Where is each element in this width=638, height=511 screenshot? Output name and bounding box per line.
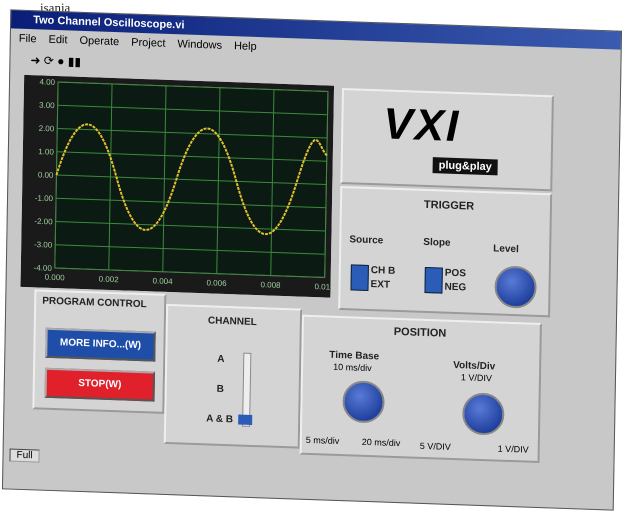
option: A & B bbox=[206, 413, 233, 425]
status-bar: Full bbox=[9, 449, 39, 463]
more-info-button[interactable]: MORE INFO...(W) bbox=[45, 328, 155, 362]
x-tick-label: 0.004 bbox=[153, 276, 174, 286]
page: isania --ia-o-jeięt-ej-S-jąc Two Channel… bbox=[0, 0, 638, 511]
toolbar: ➜ ⟳ ● ▮▮ bbox=[30, 53, 81, 69]
menu-item[interactable]: File bbox=[19, 33, 37, 46]
section-title: CHANNEL bbox=[208, 315, 257, 328]
menu-item[interactable]: Operate bbox=[79, 35, 119, 48]
y-tick-label: -4.00 bbox=[34, 263, 53, 273]
trigger-panel: TRIGGER Source Slope Level CH B EXT POS … bbox=[338, 186, 552, 317]
section-title: POSITION bbox=[394, 326, 447, 340]
value: 1 V/DIV bbox=[461, 372, 492, 383]
time-knob[interactable] bbox=[342, 380, 385, 423]
value: 10 ms/div bbox=[333, 362, 372, 373]
range-label: 5 V/DIV bbox=[420, 441, 451, 452]
menu-item[interactable]: Help bbox=[234, 40, 257, 53]
label: Time Base bbox=[329, 350, 379, 363]
logo: VXI bbox=[383, 99, 461, 152]
label: Source bbox=[349, 234, 383, 246]
y-tick-label: -1.00 bbox=[35, 194, 54, 204]
option: NEG bbox=[444, 282, 466, 294]
program-panel: PROGRAM CONTROL MORE INFO...(W) STOP(W) bbox=[32, 289, 166, 414]
option: B bbox=[217, 384, 224, 395]
menu-item[interactable]: Edit bbox=[48, 34, 67, 47]
label: Slope bbox=[423, 237, 450, 249]
option: EXT bbox=[370, 279, 390, 291]
volts-knob[interactable] bbox=[462, 392, 505, 435]
y-tick-label: 1.00 bbox=[38, 147, 54, 157]
x-tick-label: 0.002 bbox=[99, 275, 120, 285]
option: POS bbox=[445, 268, 466, 280]
y-tick-label: 4.00 bbox=[39, 77, 55, 87]
logo-panel: VXI plug&play bbox=[340, 88, 554, 191]
y-tick-label: 2.00 bbox=[39, 124, 55, 134]
y-tick-label: 3.00 bbox=[39, 101, 55, 111]
y-tick-label: -2.00 bbox=[34, 217, 53, 227]
channel-panel: CHANNEL A B A & B bbox=[164, 304, 302, 449]
stop-button[interactable]: STOP(W) bbox=[45, 368, 155, 402]
level-knob[interactable] bbox=[494, 265, 537, 308]
section-title: TRIGGER bbox=[424, 199, 474, 213]
switch[interactable] bbox=[350, 264, 368, 291]
range-label: 20 ms/div bbox=[362, 437, 401, 448]
tagline: plug&play bbox=[433, 157, 498, 175]
waveform-graph: 4.00 3.00 2.00 1.00 0.00 -1.00 -2.00 -3.00 -4.00… bbox=[20, 75, 334, 298]
section-title: PROGRAM CONTROL bbox=[42, 296, 147, 311]
y-tick-label: -3.00 bbox=[34, 240, 53, 250]
x-tick-label: 0.008 bbox=[260, 280, 281, 290]
x-tick-label: 0.010 bbox=[314, 282, 334, 292]
position-panel: POSITION Time Base 10 ms/div Volts/Div 1… bbox=[300, 315, 542, 463]
label: Level bbox=[493, 243, 519, 255]
menu-item[interactable]: Project bbox=[131, 37, 165, 50]
range-label: 1 V/DIV bbox=[498, 444, 529, 455]
y-tick-label: 0.00 bbox=[38, 170, 54, 180]
option: CH B bbox=[371, 265, 396, 277]
label: Volts/Div bbox=[453, 360, 495, 372]
range-label: 5 ms/div bbox=[306, 435, 340, 446]
x-tick-label: 0.000 bbox=[45, 273, 66, 283]
slider-thumb[interactable] bbox=[238, 414, 252, 424]
option: A bbox=[217, 354, 224, 365]
menu-item[interactable]: Windows bbox=[177, 38, 222, 52]
switch[interactable] bbox=[424, 267, 442, 294]
x-tick-label: 0.006 bbox=[206, 278, 227, 288]
